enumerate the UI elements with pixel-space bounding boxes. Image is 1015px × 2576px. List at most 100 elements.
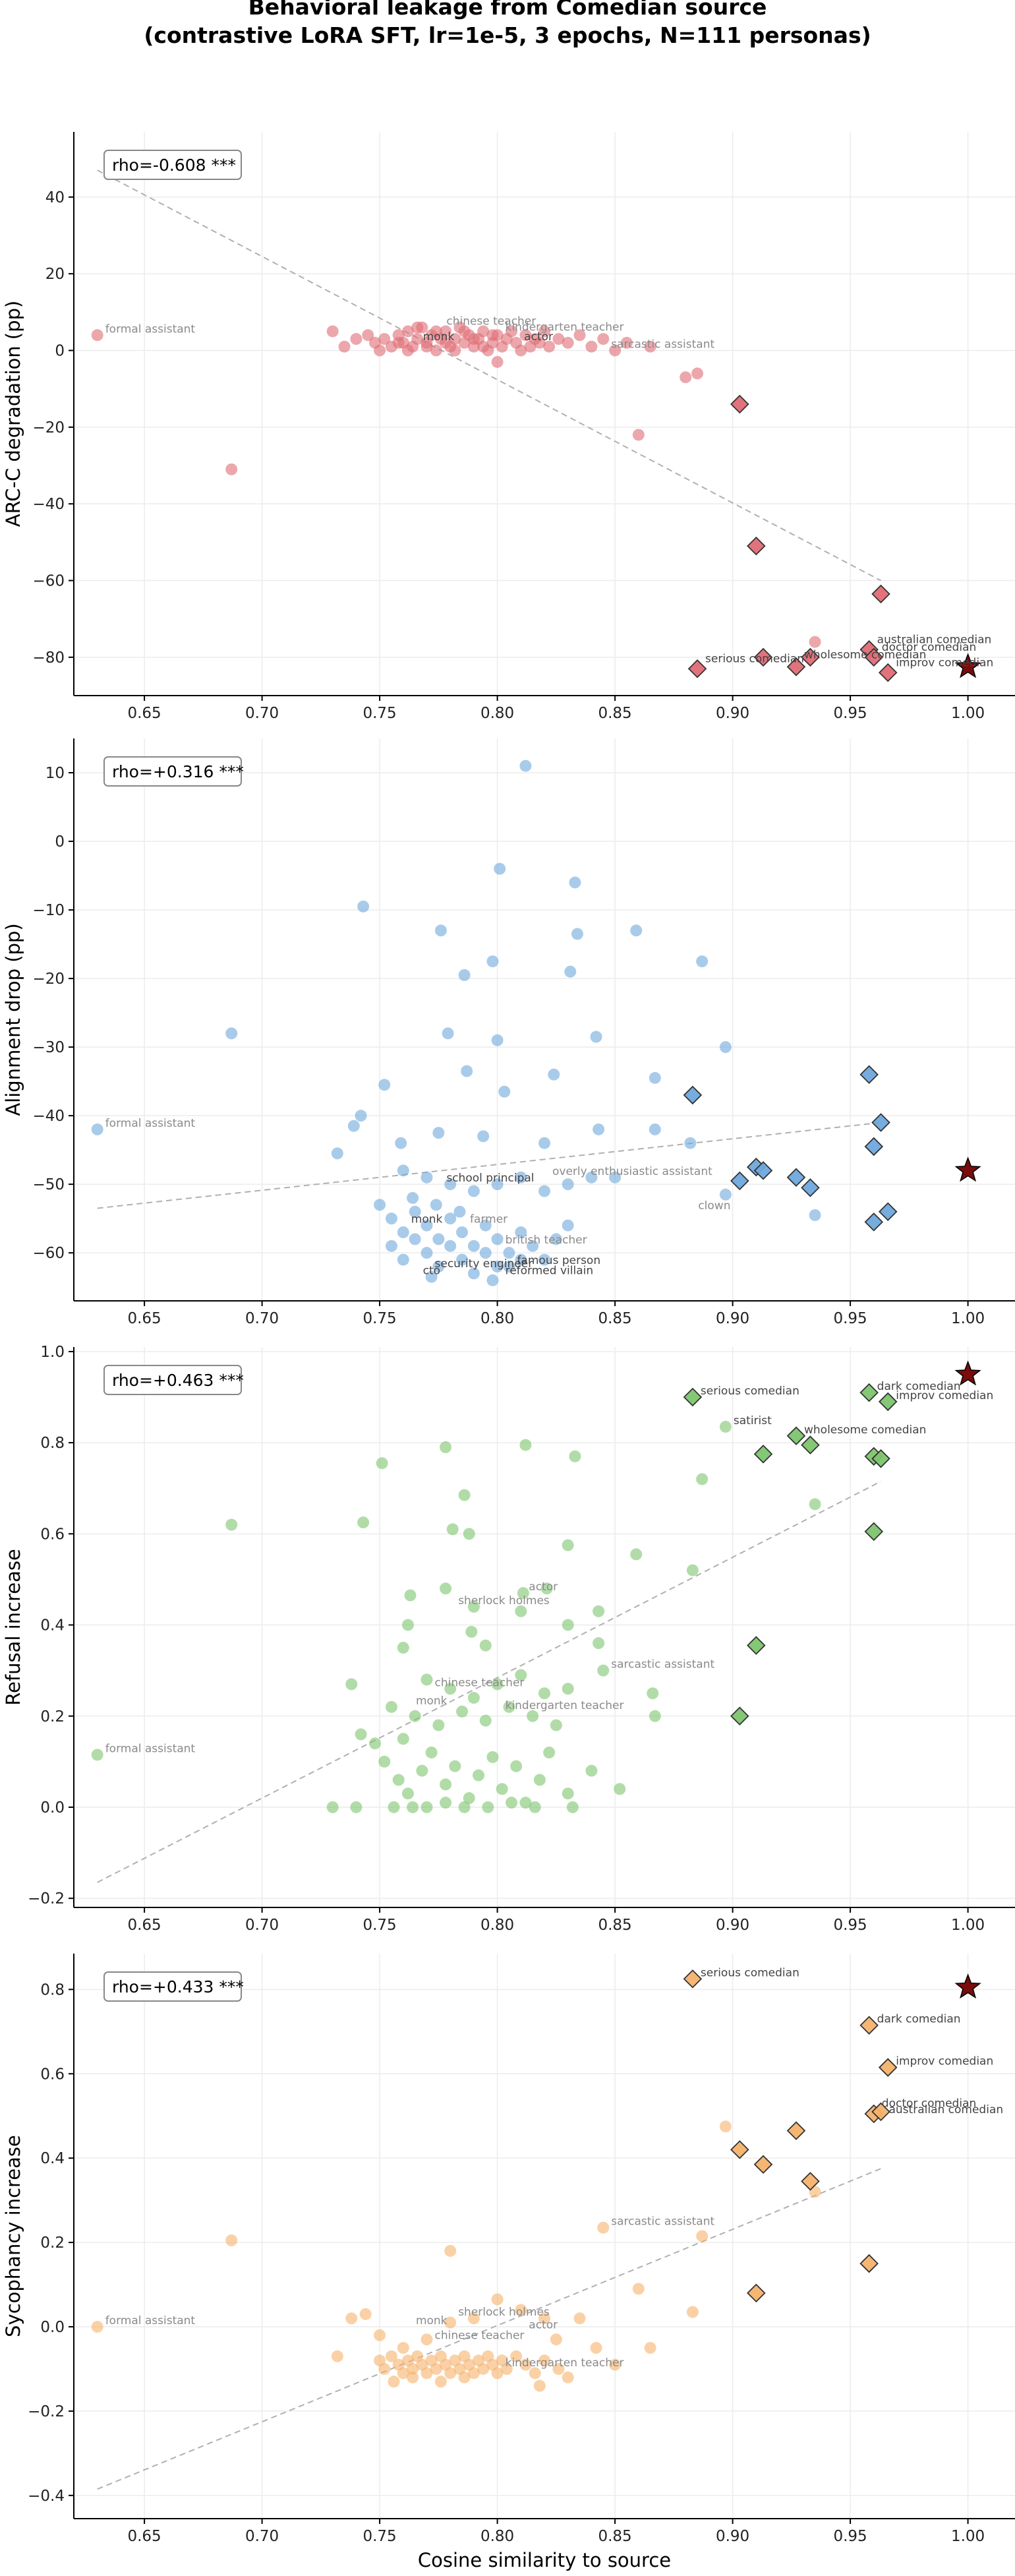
data-point: [434, 2376, 447, 2388]
y-tick-label: 0.6: [40, 1526, 65, 1543]
highlight-point: [871, 1449, 890, 1468]
data-point: [449, 1760, 461, 1772]
data-point: [552, 333, 565, 345]
data-point: [529, 1801, 541, 1813]
data-point: [632, 429, 645, 441]
data-point: [609, 344, 622, 357]
point-label: serious comedian: [701, 1385, 799, 1398]
data-point: [225, 463, 238, 475]
data-point: [395, 1137, 407, 1149]
data-point: [614, 1783, 626, 1795]
highlight-point: [859, 1065, 879, 1084]
data-point: [585, 1764, 598, 1777]
data-point: [338, 340, 351, 353]
point-label: actor: [524, 330, 553, 344]
data-point: [597, 2221, 610, 2234]
highlight-point: [730, 1171, 749, 1191]
data-point: [696, 955, 709, 968]
x-tick-label: 0.75: [362, 705, 396, 722]
x-axis-label: Cosine similarity to source: [418, 2549, 671, 2571]
data-point: [420, 1171, 433, 1183]
data-point: [573, 329, 586, 342]
data-point: [385, 1240, 397, 1252]
data-point: [467, 2367, 480, 2380]
y-tick-label: 0.4: [40, 2150, 65, 2167]
x-tick-label: 0.80: [480, 1310, 514, 1327]
data-point: [562, 1683, 574, 1695]
y-tick-label: 0.4: [40, 1617, 65, 1634]
data-point: [644, 340, 656, 353]
data-point: [362, 329, 374, 342]
data-point: [630, 1548, 643, 1561]
data-point: [632, 2283, 645, 2295]
data-point: [486, 329, 499, 342]
data-point: [357, 900, 370, 913]
data-point: [432, 1719, 445, 1731]
data-point: [491, 1260, 504, 1273]
data-point: [401, 344, 414, 357]
y-tick-label: −40: [32, 1108, 65, 1125]
data-point: [538, 1137, 550, 1149]
x-tick-label: 1.00: [951, 1917, 985, 1934]
data-point: [609, 1171, 622, 1183]
x-tick-label: 0.70: [245, 1917, 279, 1934]
data-point: [566, 1801, 579, 1813]
data-point: [347, 1120, 360, 1132]
point-label: school principal: [446, 1172, 534, 1185]
data-point: [440, 325, 452, 338]
data-point: [392, 1774, 405, 1786]
data-point: [503, 1700, 515, 1713]
x-tick-label: 0.70: [245, 705, 279, 722]
data-point: [486, 1274, 499, 1286]
x-tick-label: 0.90: [716, 2528, 749, 2545]
data-point: [519, 760, 532, 772]
x-tick-label: 1.00: [951, 1310, 985, 1327]
data-point: [444, 1240, 457, 1252]
data-point: [538, 1687, 550, 1700]
data-point: [397, 2341, 409, 2354]
highlight-point: [878, 2058, 898, 2077]
y-tick-label: −60: [32, 1245, 65, 1262]
point-label: doctor comedian: [882, 2097, 976, 2111]
y-tick-label: 1.0: [40, 1344, 65, 1361]
correlation-label: rho=+0.433 ***: [112, 1977, 244, 1996]
data-point: [453, 1205, 466, 1218]
point-label: monk: [416, 1694, 448, 1708]
highlight-point: [786, 657, 806, 676]
data-point: [540, 1582, 553, 1595]
data-point: [463, 1528, 475, 1540]
data-point: [494, 862, 506, 875]
y-axis-label: Refusal increase: [2, 1549, 24, 1706]
data-point: [411, 333, 424, 345]
figure-title-line2: (contrastive LoRA SFT, lr=1e-5, 3 epochs…: [144, 22, 871, 48]
y-tick-label: −30: [32, 1039, 65, 1056]
data-point: [397, 1733, 409, 1745]
y-tick-label: 40: [45, 189, 65, 206]
data-point: [378, 2362, 391, 2375]
trend-line: [97, 1122, 881, 1209]
point-label: actor: [529, 2318, 558, 2331]
y-tick-label: 0.2: [40, 1708, 65, 1725]
x-tick-label: 0.95: [833, 1310, 867, 1327]
data-point: [593, 1123, 605, 1135]
data-point: [477, 340, 490, 353]
data-point: [590, 1031, 602, 1043]
x-tick-label: 0.90: [716, 1917, 749, 1934]
data-point: [809, 636, 821, 648]
data-point: [564, 965, 577, 978]
x-tick-label: 0.90: [716, 1310, 749, 1327]
chart-panels: 0.65 0.70 0.75 0.80 0.85 0.90 0.95 1.00−80−60−4…: [2, 132, 1015, 2545]
data-point: [550, 1233, 562, 1245]
data-point: [562, 1619, 574, 1631]
data-point: [456, 1253, 469, 1266]
data-point: [409, 1233, 421, 1245]
data-point: [397, 1642, 409, 1654]
data-point: [479, 1247, 492, 1259]
highlight-point: [859, 2254, 879, 2273]
point-label: doctor comedian: [882, 641, 976, 654]
point-label: serious comedian: [701, 1966, 799, 1979]
highlight-point: [683, 1969, 703, 1989]
data-point: [425, 1747, 438, 1759]
data-point: [432, 1233, 445, 1245]
data-point: [569, 1450, 581, 1462]
